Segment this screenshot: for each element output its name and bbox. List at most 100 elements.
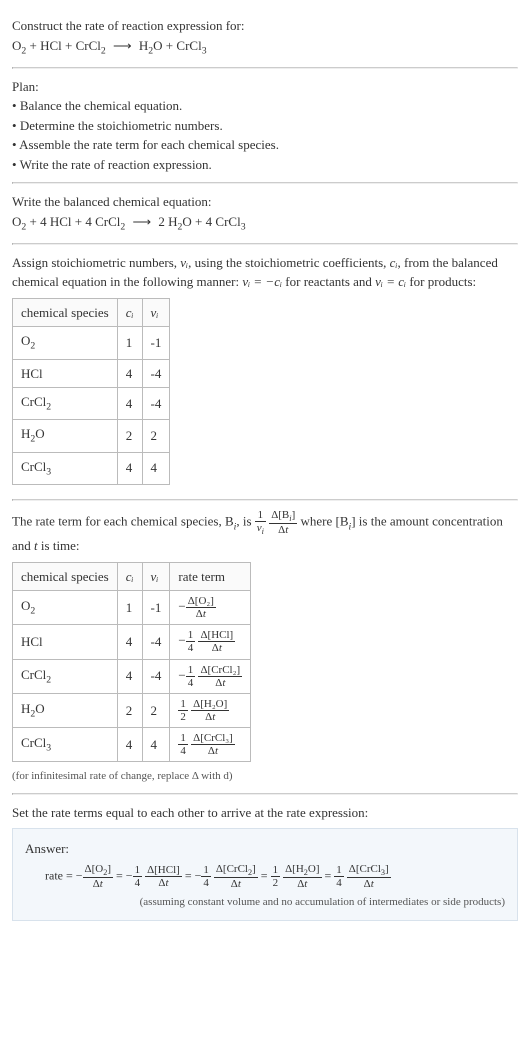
balanced-reactants: O2 + 4 HCl + 4 CrCl2 [12,214,125,229]
col-rateterm: rate term [170,562,251,591]
col-species: chemical species [13,562,118,591]
products: H2O + CrCl3 [139,38,207,53]
c-i: cᵢ [390,255,398,270]
unbalanced-equation: O2 + HCl + CrCl2 ⟶ H2O + CrCl3 [12,36,518,59]
frac: Δ[CrCl₂]Δt [198,664,242,689]
reactants: O2 + HCl + CrCl2 [12,38,106,53]
coef: 14 [133,864,143,889]
plan-section: Plan: Balance the chemical equation. Det… [12,69,518,183]
sign: − [178,633,185,648]
cell: 2 [117,693,142,727]
cell: CrCl3 [13,452,118,484]
plan-item: Balance the chemical equation. [12,96,518,116]
rateterm-intro: The rate term for each chemical species,… [12,509,518,556]
balanced-section: Write the balanced chemical equation: O2… [12,184,518,243]
table-row: CrCl3 4 4 14 Δ[CrCl₃]Δt [13,727,251,761]
col-ci: cᵢ [117,298,142,327]
answer-subnote: (assuming constant volume and no accumul… [25,894,505,911]
nu-i: νᵢ [180,255,188,270]
table-row: CrCl2 4 -4 −14 Δ[CrCl₂]Δt [13,659,251,693]
plan-item: Assemble the rate term for each chemical… [12,135,518,155]
frac-dBi-dt: Δ[Bi]Δt [269,509,297,536]
term: Δ[O2]Δt [83,863,113,890]
stoich-intro: Assign stoichiometric numbers, νᵢ, using… [12,253,518,292]
plan-list: Balance the chemical equation. Determine… [12,96,518,174]
answer-box: Answer: rate = −Δ[O2]Δt = −14 Δ[HCl]Δt =… [12,828,518,921]
rateterm-note: (for infinitesimal rate of change, repla… [12,768,518,785]
coef: 12 [178,698,188,723]
col-ci: cᵢ [117,562,142,591]
table-header-row: chemical species cᵢ νᵢ [13,298,170,327]
cell: HCl [13,625,118,659]
table-row: CrCl344 [13,452,170,484]
cell: 2 [142,420,170,452]
text: is time: [38,538,80,553]
coef: 14 [186,629,196,654]
cell: H2O [13,420,118,452]
table-header-row: chemical species cᵢ νᵢ rate term [13,562,251,591]
term: Δ[CrCl2]Δt [214,863,258,890]
table-row: O21-1 [13,327,170,359]
table-row: H2O 2 2 12 Δ[H₂O]Δt [13,693,251,727]
term: Δ[CrCl3]Δt [347,863,391,890]
cell: -1 [142,591,170,625]
balanced-products: 2 H2O + 4 CrCl3 [158,214,245,229]
text: Assign stoichiometric numbers, [12,255,180,270]
final-title: Set the rate terms equal to each other t… [12,803,518,823]
coef: 14 [334,864,344,889]
frac: Δ[HCl]Δt [198,629,235,654]
text: , using the stoichiometric coefficients, [188,255,390,270]
col-nui: νᵢ [142,298,170,327]
stoich-table: chemical species cᵢ νᵢ O21-1 HCl4-4 CrCl… [12,298,170,485]
eq-neg: νᵢ = −cᵢ [242,274,282,289]
table-row: H2O22 [13,420,170,452]
cell: 4 [117,625,142,659]
stoich-section: Assign stoichiometric numbers, νᵢ, using… [12,245,518,499]
coef: 14 [178,732,188,757]
frac: Δ[O₂]Δt [186,595,216,620]
eq-pos: νᵢ = cᵢ [375,274,406,289]
frac-1-nui: 1νi [255,509,266,536]
cell: −14 Δ[HCl]Δt [170,625,251,659]
cell: 4 [142,727,170,761]
cell: -4 [142,359,170,388]
arrow-icon: ⟶ [129,212,156,232]
table-row: CrCl24-4 [13,388,170,420]
cell: -4 [142,659,170,693]
cell: -4 [142,388,170,420]
col-nui: νᵢ [142,562,170,591]
plan-item: Write the rate of reaction expression. [12,155,518,175]
plan-item: Determine the stoichiometric numbers. [12,116,518,136]
cell: −Δ[O₂]Δt [170,591,251,625]
cell: 1 [117,591,142,625]
table-row: O2 1 -1 −Δ[O₂]Δt [13,591,251,625]
cell: 4 [117,727,142,761]
answer-label: Answer: [25,839,505,859]
cell: CrCl3 [13,727,118,761]
cell: 2 [142,693,170,727]
cell: O2 [13,591,118,625]
term: Δ[HCl]Δt [145,864,182,889]
cell: H2O [13,693,118,727]
table-row: HCl4-4 [13,359,170,388]
coef: 12 [271,864,281,889]
coef: 14 [186,664,196,689]
rateterm-table: chemical species cᵢ νᵢ rate term O2 1 -1… [12,562,251,762]
header-section: Construct the rate of reaction expressio… [12,8,518,67]
cell: O2 [13,327,118,359]
frac: Δ[H₂O]Δt [191,698,229,723]
col-species: chemical species [13,298,118,327]
plan-title: Plan: [12,77,518,97]
cell: 4 [117,388,142,420]
cell: 4 [117,659,142,693]
arrow-icon: ⟶ [109,36,136,56]
frac: Δ[CrCl₃]Δt [191,732,235,757]
prompt-text: Construct the rate of reaction expressio… [12,16,518,36]
cell: −14 Δ[CrCl₂]Δt [170,659,251,693]
cell: -1 [142,327,170,359]
text: for reactants and [282,274,375,289]
cell: 2 [117,420,142,452]
cell: CrCl2 [13,388,118,420]
rateterm-section: The rate term for each chemical species,… [12,501,518,793]
sign: − [178,599,185,614]
